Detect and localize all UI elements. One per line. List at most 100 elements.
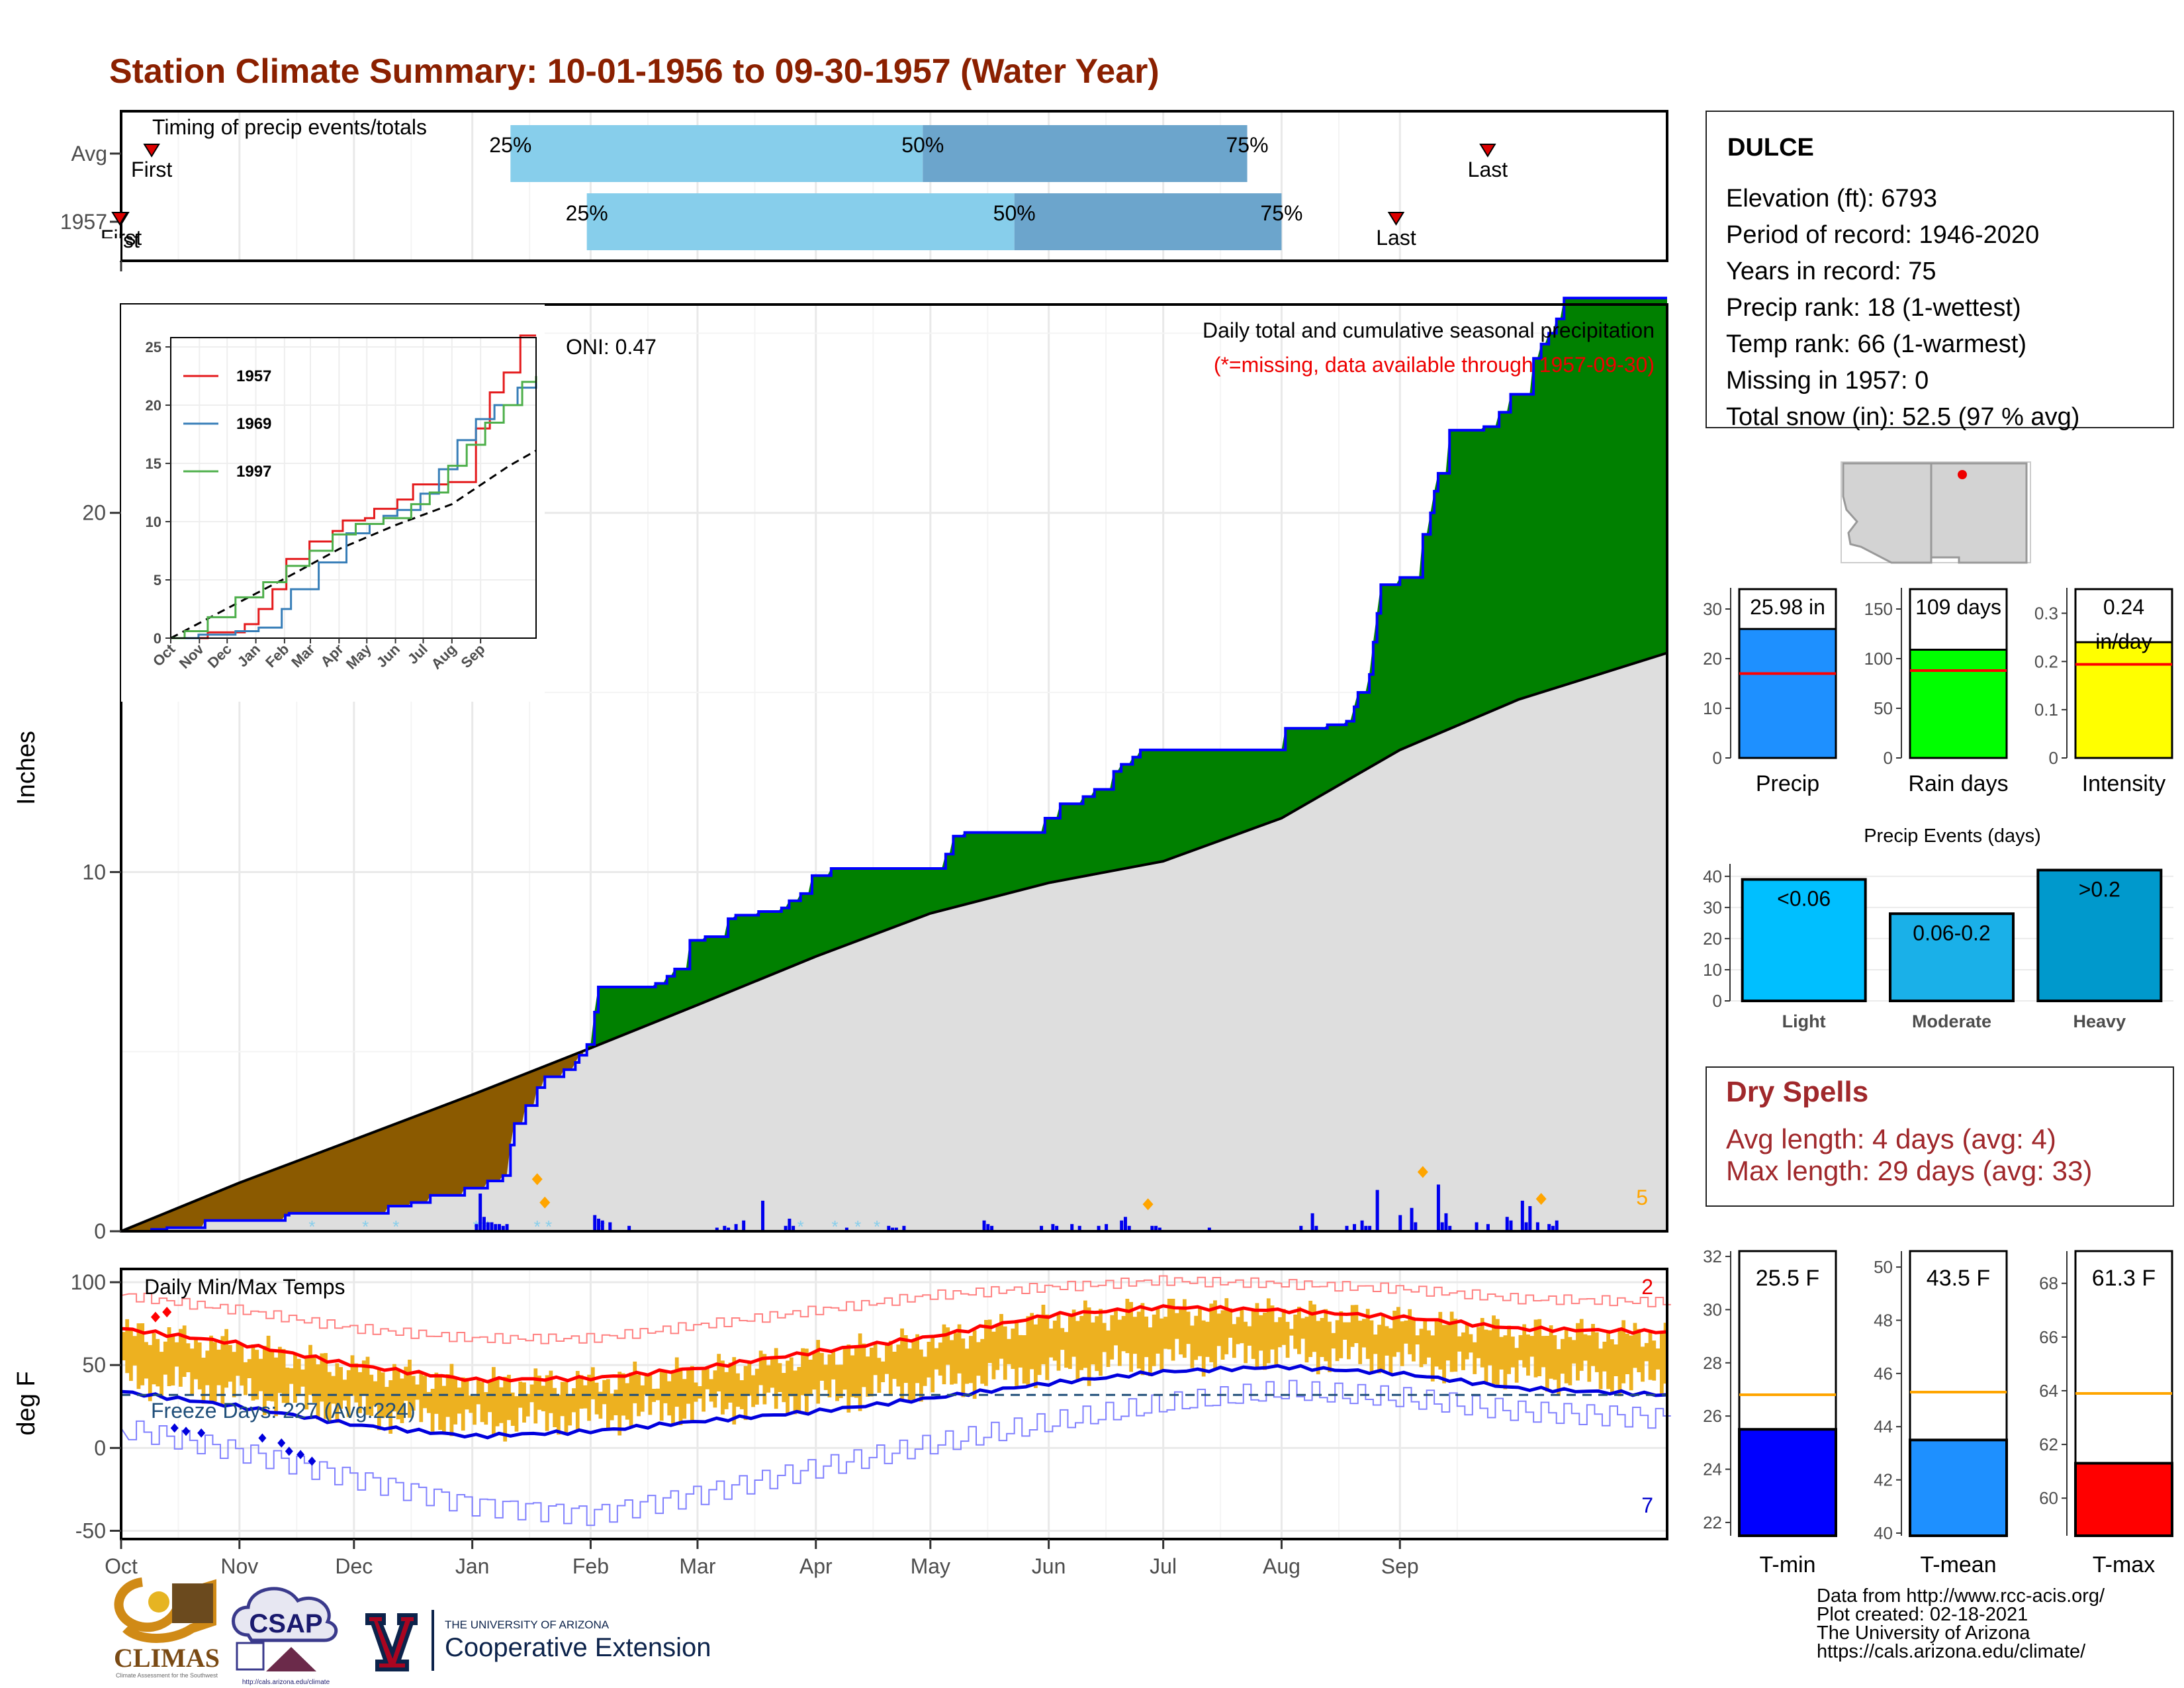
daily-precip-bar xyxy=(1475,1222,1479,1231)
heavy-event-diamond xyxy=(531,1173,543,1186)
timing-bar-25-50 xyxy=(586,193,1015,250)
total-ytick-label: 0.1 xyxy=(2034,700,2058,720)
heavy-event-diamond xyxy=(1142,1198,1154,1211)
temp-total-bar xyxy=(1738,1428,1837,1538)
daily-precip-bar xyxy=(844,1227,848,1231)
temp-total-ytick-label: 68 xyxy=(2039,1274,2058,1293)
total-bar xyxy=(1909,649,2008,759)
temp-total-ytick-label: 66 xyxy=(2039,1327,2058,1347)
station-dot xyxy=(1958,470,1967,479)
daily-precip-bar xyxy=(894,1227,898,1231)
oni-label: ONI: 0.47 xyxy=(566,335,657,359)
daily-precip-bar xyxy=(600,1220,604,1231)
events-category-label: Light xyxy=(1782,1011,1826,1031)
daily-precip-bar xyxy=(596,1219,600,1231)
daily-precip-bar xyxy=(1150,1225,1154,1231)
daily-precip-bar xyxy=(784,1225,788,1231)
daily-precip-bar xyxy=(1207,1227,1211,1231)
temp-total-ytick-label: 32 xyxy=(1703,1246,1722,1266)
events-bar-label: <0.06 xyxy=(1777,887,1831,911)
daily-precip-bar xyxy=(608,1222,612,1231)
climas-wordmark: CLIMAS xyxy=(114,1643,220,1673)
daily-precip-bar xyxy=(734,1224,738,1231)
month-label: Mar xyxy=(679,1554,715,1578)
daily-precip-bar xyxy=(1375,1190,1379,1231)
inset-legend-label: 1997 xyxy=(236,463,271,481)
temps-panel: deg F -50 0 50 100 Daily Min/Max Temps Free… xyxy=(13,1268,1671,1578)
daily-precip-bar xyxy=(1520,1200,1524,1231)
events-ytick-label: 40 xyxy=(1703,867,1722,886)
daily-precip-bar xyxy=(1314,1225,1318,1231)
month-label: Dec xyxy=(335,1554,373,1578)
total-ytick-label: 100 xyxy=(1864,649,1893,669)
total-ytick-label: 10 xyxy=(1703,698,1722,718)
station-info-line: Missing in 1957: 0 xyxy=(1726,367,1929,395)
temp-total-category-label: T-max xyxy=(2093,1552,2155,1577)
dry-spells-avg: Avg length: 4 days (avg: 4) xyxy=(1726,1123,2056,1154)
daily-precip-bar xyxy=(792,1225,796,1231)
record-low-marker xyxy=(182,1427,191,1436)
station-box: DULCE Elevation (ft): 6793 Period of reco… xyxy=(1706,111,2174,431)
events-ytick-label: 20 xyxy=(1703,929,1722,949)
timing-marker-label: First xyxy=(131,158,172,181)
timing-bar-50-75 xyxy=(923,125,1248,182)
footer-line-4: https://cals.arizona.edu/climate/ xyxy=(1817,1641,2086,1662)
temp-total-ytick-label: 40 xyxy=(1874,1523,1893,1543)
daily-precip-bar xyxy=(1410,1207,1414,1231)
mountain-icon xyxy=(266,1647,316,1671)
daily-precip-bar xyxy=(1051,1224,1055,1231)
daily-precip-bar xyxy=(1368,1225,1372,1231)
daily-precip-bar xyxy=(1077,1225,1081,1231)
daily-precip-bar xyxy=(1127,1225,1131,1231)
daily-precip-bar xyxy=(486,1222,490,1231)
snow-mark: * xyxy=(832,1217,839,1237)
daily-precip-bar xyxy=(1310,1213,1314,1231)
total-ytick-label: 0 xyxy=(2049,748,2058,768)
dry-spells-max: Max length: 29 days (avg: 33) xyxy=(1726,1155,2092,1186)
total-ytick-label: 30 xyxy=(1703,599,1722,619)
month-label: May xyxy=(911,1554,950,1578)
temp-total-value-label: 25.5 F xyxy=(1756,1266,1819,1291)
precip-subtitle: (*=missing, data available through 1957-… xyxy=(1214,353,1655,377)
total-ytick-label: 20 xyxy=(1703,649,1722,669)
precip-title: Daily total and cumulative seasonal prec… xyxy=(1203,318,1655,342)
daily-precip-bar xyxy=(1364,1225,1368,1231)
average-precip-line xyxy=(120,651,1668,1233)
temp-total-ytick-label: 26 xyxy=(1703,1406,1722,1426)
timing-marker-edge-icon xyxy=(111,212,128,226)
daily-precip-bar xyxy=(1535,1222,1539,1231)
total-value-label: 25.98 in xyxy=(1750,595,1825,619)
daily-precip-bar xyxy=(1070,1224,1074,1231)
temp-total-category-label: T-mean xyxy=(1920,1552,1996,1577)
timing-pct-label: 25% xyxy=(566,201,608,225)
month-label: Apr xyxy=(799,1554,833,1578)
snow-mark: * xyxy=(797,1217,804,1237)
events-title: Precip Events (days) xyxy=(1864,825,2041,847)
daily-precip-bar xyxy=(1097,1225,1101,1231)
total-category-label: Intensity xyxy=(2082,771,2166,796)
footer-credits: Data from http://www.rcc-acis.org/ Plot … xyxy=(1817,1585,2105,1662)
timing-pct-label: 75% xyxy=(1260,201,1302,225)
temp-total-ytick-label: 48 xyxy=(1874,1310,1893,1330)
events-bar-label: 0.06-0.2 xyxy=(1913,921,1990,945)
station-info-line: Years in record: 75 xyxy=(1726,258,1936,285)
cloud-icon xyxy=(232,1587,338,1642)
timing-bar-25-50 xyxy=(510,125,923,182)
events-ytick-label: 10 xyxy=(1703,960,1722,980)
total-ytick-label: 0.2 xyxy=(2034,651,2058,671)
temp-total-bar xyxy=(1909,1438,2008,1538)
climas-swirl-icon xyxy=(114,1577,216,1643)
temp-totals-panels: 22 24 26 28 30 32 25.5 F T-min 40 42 44 46 48 50 43.5 … xyxy=(1703,1246,2173,1577)
total-category-label: Rain days xyxy=(1908,771,2008,796)
snow-mark: * xyxy=(308,1217,315,1237)
inset-ytick-label: 15 xyxy=(146,455,161,472)
temps-ytick-label: -50 xyxy=(75,1519,106,1542)
csap-logo: CSAP http://cals.arizona.edu/climate xyxy=(232,1587,338,1686)
timing-marker-icon xyxy=(143,144,160,158)
precip-surplus-area xyxy=(586,298,1667,1050)
total-ytick-label: 150 xyxy=(1864,599,1893,619)
snow-mark: * xyxy=(392,1217,399,1237)
daily-precip-bar xyxy=(627,1225,631,1231)
precip-corner-count: 5 xyxy=(1636,1186,1648,1209)
